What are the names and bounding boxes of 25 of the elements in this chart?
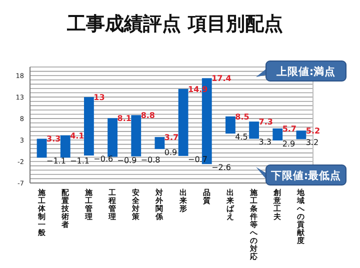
annotation: −0.8 xyxy=(140,155,160,164)
annotation: 3.3 xyxy=(258,138,272,147)
annotation: 4.1 xyxy=(70,131,85,140)
annotation: 上限値:満点 xyxy=(275,65,336,78)
annotation: −0.6 xyxy=(94,154,114,164)
annotation: −2.6 xyxy=(212,163,232,172)
annotation: 17.4 xyxy=(212,74,232,84)
annotation: 5.2 xyxy=(306,126,320,136)
annotation: 13 xyxy=(94,93,105,102)
annotation: 3.2 xyxy=(306,138,319,148)
annotation: 5.7 xyxy=(282,124,297,134)
annotation: 4.5 xyxy=(235,132,248,142)
annotation: 8.8 xyxy=(140,111,156,120)
annotation: 8.5 xyxy=(235,112,250,122)
chart-title: 工事成績評点 項目別配点 xyxy=(66,13,283,35)
annotation: 7.3 xyxy=(258,118,273,127)
annotation: 3.7 xyxy=(164,133,179,142)
annotation: 0.9 xyxy=(164,148,178,158)
annotation: −0.9 xyxy=(117,156,137,165)
annotation: 2.9 xyxy=(282,139,296,148)
annotation: 下限値:最低点 xyxy=(270,169,342,182)
annotation: 8.1 xyxy=(117,114,132,124)
annotation: 3.3 xyxy=(46,134,61,144)
annotation: −1.1 xyxy=(70,156,90,166)
annotation: −1.1 xyxy=(46,156,66,166)
